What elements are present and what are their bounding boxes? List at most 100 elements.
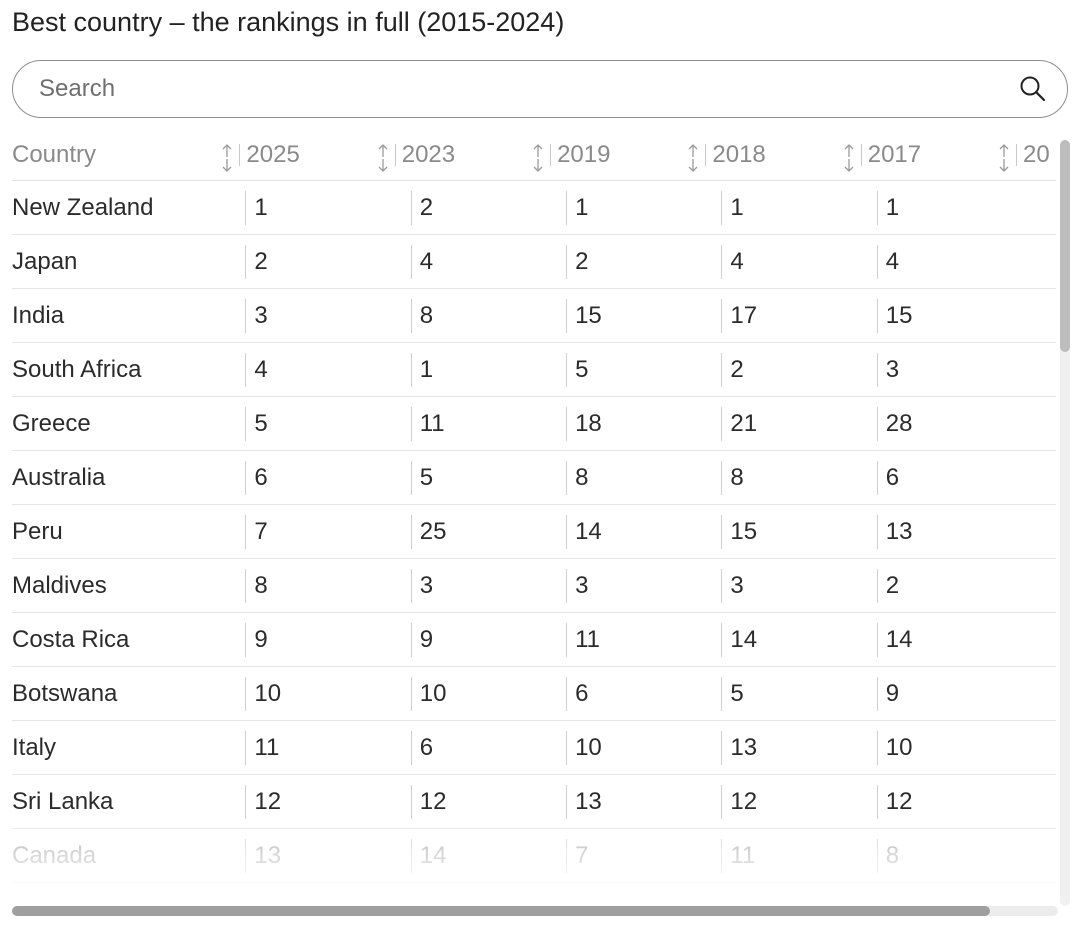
- cell-divider: [245, 676, 247, 711]
- rank-cell: 3: [685, 558, 841, 613]
- cell-divider: [566, 676, 568, 711]
- cell-divider: [245, 298, 247, 333]
- rank-cell: 7: [219, 504, 375, 559]
- rank-cell: 6: [374, 720, 531, 775]
- rank-cell: 11: [530, 612, 686, 667]
- cell-divider: [410, 460, 412, 495]
- rank-cell: 8: [530, 450, 686, 505]
- rank-value: 15: [885, 301, 913, 329]
- column-header-year[interactable]: 2018: [685, 130, 841, 181]
- rank-cell: 14: [685, 612, 841, 667]
- rank-value: 6: [254, 463, 268, 491]
- country-cell: Peru: [12, 504, 220, 559]
- rank-cell: 6: [840, 450, 997, 505]
- column-header-label: 2017: [867, 141, 922, 168]
- cell-divider: [410, 244, 412, 279]
- cell-divider: [566, 352, 568, 387]
- rank-cell: 12: [840, 774, 997, 829]
- rank-cell: 3: [219, 288, 375, 343]
- rank-cell: 3: [374, 558, 531, 613]
- overflow-cell: [996, 828, 1056, 883]
- rank-cell: 2: [219, 234, 375, 289]
- cell-divider: [876, 730, 878, 765]
- column-header-country[interactable]: Country: [12, 130, 220, 181]
- sort-arrows-icon[interactable]: [375, 143, 391, 173]
- column-divider: [239, 144, 241, 166]
- rank-cell: 9: [840, 666, 997, 721]
- cell-divider: [721, 190, 723, 225]
- rank-cell: 2: [374, 180, 531, 235]
- search-box[interactable]: [12, 60, 1068, 118]
- cell-divider: [721, 406, 723, 441]
- rank-cell: 4: [685, 234, 841, 289]
- rank-value: 11: [419, 409, 445, 437]
- rank-value: 12: [419, 787, 447, 815]
- sort-arrows-icon[interactable]: [530, 143, 546, 173]
- column-divider: [860, 144, 862, 166]
- rank-cell: 12: [374, 774, 531, 829]
- cell-divider: [721, 622, 723, 657]
- cell-divider: [245, 838, 247, 873]
- rank-value: 8: [885, 841, 900, 869]
- rank-cell: 3: [840, 342, 997, 397]
- country-cell: India: [12, 288, 220, 343]
- rank-cell: 1: [219, 180, 375, 235]
- country-cell: Sri Lanka: [12, 774, 220, 829]
- column-header-label: 2019: [557, 141, 611, 168]
- rank-value: 13: [575, 787, 602, 815]
- cell-divider: [876, 190, 878, 225]
- cell-divider: [566, 622, 568, 657]
- overflow-cell: [996, 504, 1056, 559]
- cell-divider: [566, 298, 568, 333]
- country-cell: South Africa: [12, 342, 220, 397]
- country-cell: Australia: [12, 450, 220, 505]
- cell-divider: [566, 406, 568, 441]
- column-header-year[interactable]: 2019: [530, 130, 686, 181]
- rank-value: 4: [730, 247, 744, 275]
- rank-cell: 4: [840, 234, 997, 289]
- sort-arrows-icon[interactable]: [685, 143, 701, 173]
- sort-arrows-icon[interactable]: [841, 143, 857, 173]
- rank-cell: 9: [219, 612, 375, 667]
- cell-divider: [245, 190, 247, 225]
- rank-value: 2: [730, 355, 744, 383]
- sort-arrows-icon[interactable]: [219, 143, 235, 173]
- rank-value: 5: [419, 463, 434, 491]
- search-input[interactable]: [39, 61, 999, 116]
- country-cell: Costa Rica: [12, 612, 220, 667]
- rank-value: 1: [254, 193, 268, 221]
- cell-divider: [721, 460, 723, 495]
- horizontal-scrollbar-thumb[interactable]: [12, 906, 990, 916]
- rank-value: 10: [419, 679, 447, 707]
- rank-value: 12: [730, 787, 758, 815]
- rank-cell: 4: [374, 234, 531, 289]
- rank-cell: 9: [374, 612, 531, 667]
- column-header-year[interactable]: 2017: [840, 130, 997, 181]
- rank-cell: 3: [530, 558, 686, 613]
- cell-divider: [876, 784, 878, 819]
- cell-divider: [566, 568, 568, 603]
- rank-cell: 25: [374, 504, 531, 559]
- vertical-scrollbar-thumb[interactable]: [1060, 140, 1070, 352]
- rank-cell: 17: [685, 288, 841, 343]
- column-header-year[interactable]: 20: [996, 130, 1056, 181]
- cell-divider: [876, 568, 878, 603]
- cell-divider: [721, 514, 723, 549]
- search-icon[interactable]: [1017, 73, 1049, 105]
- rank-cell: 2: [530, 234, 686, 289]
- column-header-year[interactable]: 2023: [374, 130, 531, 181]
- horizontal-scrollbar[interactable]: [12, 906, 1058, 916]
- column-header-year[interactable]: 2025: [219, 130, 375, 181]
- rank-cell: 1: [374, 342, 531, 397]
- page-title: Best country – the rankings in full (201…: [12, 7, 565, 37]
- rank-value: 11: [575, 625, 600, 653]
- vertical-scrollbar[interactable]: [1060, 140, 1070, 906]
- sort-arrows-icon[interactable]: [996, 143, 1012, 173]
- table-row: Canada 13 14 7 11 8: [12, 828, 1056, 883]
- cell-divider: [410, 568, 412, 603]
- rank-cell: 13: [219, 828, 375, 883]
- cell-divider: [245, 568, 247, 603]
- cell-divider: [410, 676, 412, 711]
- rank-value: 13: [885, 517, 913, 545]
- cell-divider: [721, 784, 723, 819]
